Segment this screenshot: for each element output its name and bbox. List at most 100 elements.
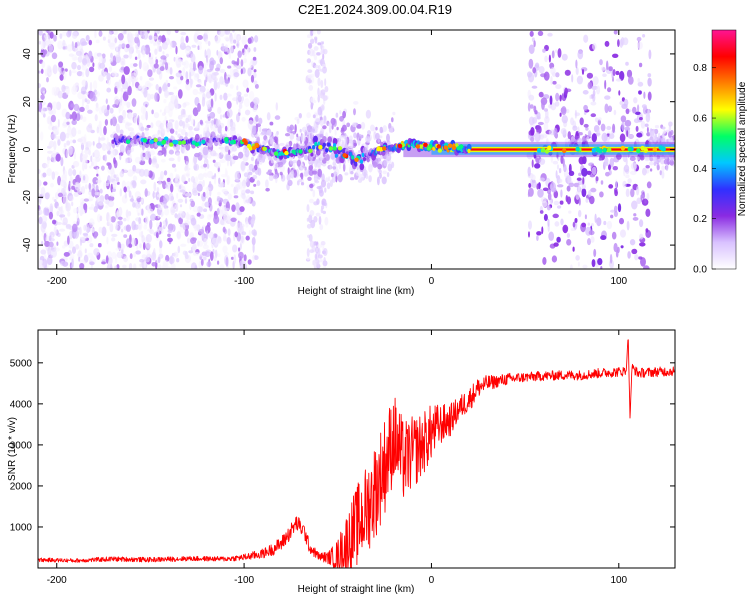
spectrogram-noise-cell bbox=[307, 176, 312, 181]
spectrogram-noise-cell bbox=[138, 217, 142, 225]
spectrogram-noise-cell bbox=[121, 74, 126, 85]
spectrogram-noise-cell bbox=[209, 60, 214, 71]
spectrogram-noise-cell bbox=[51, 101, 58, 110]
spectrogram-noise-cell bbox=[549, 182, 557, 192]
spectrogram-noise-cell bbox=[591, 166, 597, 176]
spectrogram-noise-cell bbox=[219, 264, 225, 269]
spectrogram-noise-cell bbox=[256, 180, 261, 187]
spectrogram-noise-cell bbox=[232, 30, 235, 33]
spectrogram-noise-cell bbox=[66, 44, 73, 52]
spectrogram-noise-cell bbox=[627, 251, 631, 259]
snr-y-axis-label: SNR (10 * v/v) bbox=[7, 417, 18, 481]
spectrogram-noise-cell bbox=[206, 126, 210, 137]
spectrogram-noise-cell bbox=[204, 120, 212, 124]
spectrogram-noise-cell bbox=[599, 59, 603, 66]
spectrogram-noise-cell bbox=[82, 158, 85, 165]
spectrogram-noise-cell bbox=[174, 177, 180, 188]
spectrogram-noise-cell bbox=[224, 125, 228, 132]
spectrogram-noise-cell bbox=[340, 127, 345, 132]
spectrogram-noise-cell bbox=[108, 162, 112, 170]
spectrogram-noise-cell bbox=[76, 221, 79, 226]
spectrogram-noise-cell bbox=[536, 231, 542, 236]
spectrogram-noise-cell bbox=[240, 59, 244, 67]
spectrogram-noise-cell bbox=[610, 209, 616, 213]
spectrogram-noise-cell bbox=[567, 131, 572, 140]
spectrogram-noise-cell bbox=[226, 174, 231, 185]
spectrogram-peak-cell bbox=[298, 149, 303, 154]
spectrogram-noise-cell bbox=[358, 173, 364, 181]
spectrogram-noise-cell bbox=[322, 63, 326, 67]
spectrogram-noise-cell bbox=[45, 30, 51, 33]
spectrogram-noise-cell bbox=[596, 129, 601, 137]
spectrogram-noise-cell bbox=[109, 223, 114, 233]
spectrogram-noise-cell bbox=[253, 97, 260, 105]
spectrogram-noise-cell bbox=[198, 228, 205, 235]
spectrogram-noise-cell bbox=[637, 81, 644, 87]
spectrogram-noise-cell bbox=[587, 82, 593, 90]
spectrogram-noise-cell bbox=[532, 117, 538, 124]
spectrogram-noise-cell bbox=[618, 90, 621, 96]
spectrogram-noise-cell bbox=[88, 39, 93, 46]
spectrogram-noise-cell bbox=[38, 168, 41, 174]
spectrogram-noise-cell bbox=[386, 172, 390, 178]
snr-x-tick-label: 0 bbox=[429, 575, 435, 586]
spectrogram-noise-cell bbox=[250, 218, 256, 225]
spectrogram-peak-cell bbox=[591, 147, 596, 153]
spectrogram-noise-cell bbox=[122, 119, 126, 124]
spectrogram-noise-cell bbox=[638, 116, 643, 121]
spectrogram-noise-cell bbox=[192, 190, 198, 196]
spectrogram-noise-cell bbox=[625, 188, 630, 198]
spectrogram-noise-cell bbox=[222, 46, 228, 52]
spectrogram-noise-cell bbox=[114, 54, 122, 64]
spectrogram-noise-cell bbox=[660, 159, 665, 165]
spectrogram-noise-cell bbox=[184, 229, 189, 237]
spectrogram-noise-cell bbox=[46, 116, 50, 125]
spectrogram-noise-cell bbox=[174, 120, 179, 130]
spectrogram-noise-cell bbox=[188, 125, 193, 131]
spectrogram-noise-cell bbox=[558, 167, 562, 174]
spectrogram-noise-cell bbox=[124, 192, 127, 199]
spectrogram-noise-cell bbox=[254, 134, 261, 138]
spectrogram-noise-cell bbox=[88, 50, 93, 60]
spectrogram-noise-cell bbox=[111, 71, 118, 77]
spectrogram-noise-cell bbox=[555, 72, 560, 78]
spectrogram-noise-cell bbox=[561, 53, 568, 61]
spectrogram-noise-cell bbox=[88, 66, 95, 73]
spectrogram-noise-cell bbox=[57, 118, 60, 128]
spectrogram-noise-cell bbox=[310, 102, 314, 106]
spectrogram-noise-cell bbox=[344, 136, 348, 145]
spectrogram-noise-cell bbox=[129, 253, 133, 260]
spectrogram-noise-cell bbox=[262, 140, 267, 146]
spectrogram-noise-cell bbox=[598, 157, 603, 161]
spectrogram-noise-cell bbox=[164, 184, 168, 188]
spectrogram-noise-cell bbox=[111, 188, 116, 193]
spectrogram-noise-cell bbox=[661, 165, 665, 172]
spectrogram-noise-cell bbox=[183, 173, 187, 177]
spectrogram-noise-cell bbox=[532, 67, 537, 74]
spectrogram-peak-cell bbox=[602, 147, 607, 153]
spectrogram-noise-cell bbox=[81, 71, 85, 78]
spectrogram-noise-cell bbox=[48, 40, 54, 45]
spectrogram-peak-cell bbox=[575, 146, 580, 152]
spectrogram-noise-cell bbox=[173, 86, 178, 90]
spectrogram-noise-cell bbox=[539, 177, 545, 182]
spectrogram-peak-cell bbox=[125, 139, 131, 144]
spectrogram-noise-cell bbox=[157, 214, 160, 219]
spectrogram-noise-cell bbox=[651, 130, 655, 137]
spectrogram-noise-cell bbox=[73, 191, 79, 198]
spectrogram-noise-cell bbox=[115, 177, 120, 182]
spectrogram-noise-cell bbox=[247, 119, 254, 130]
spectrogram-noise-cell bbox=[79, 106, 85, 113]
spectrogram-noise-cell bbox=[38, 40, 42, 45]
spectrogram-noise-cell bbox=[637, 104, 640, 113]
spectrogram-noise-cell bbox=[197, 45, 200, 51]
spectrogram-noise-cell bbox=[85, 104, 90, 111]
spectrogram-noise-cell bbox=[194, 251, 200, 256]
spectrogram-noise-cell bbox=[219, 94, 223, 100]
spectrogram-noise-cell bbox=[153, 181, 157, 192]
spectrogram-noise-cell bbox=[164, 207, 170, 216]
spectrogram-noise-cell bbox=[166, 177, 171, 183]
spectrogram-noise-cell bbox=[229, 36, 234, 44]
colorbar-tick-label: 0.4 bbox=[693, 164, 707, 175]
spectrogram-noise-cell bbox=[131, 35, 134, 46]
